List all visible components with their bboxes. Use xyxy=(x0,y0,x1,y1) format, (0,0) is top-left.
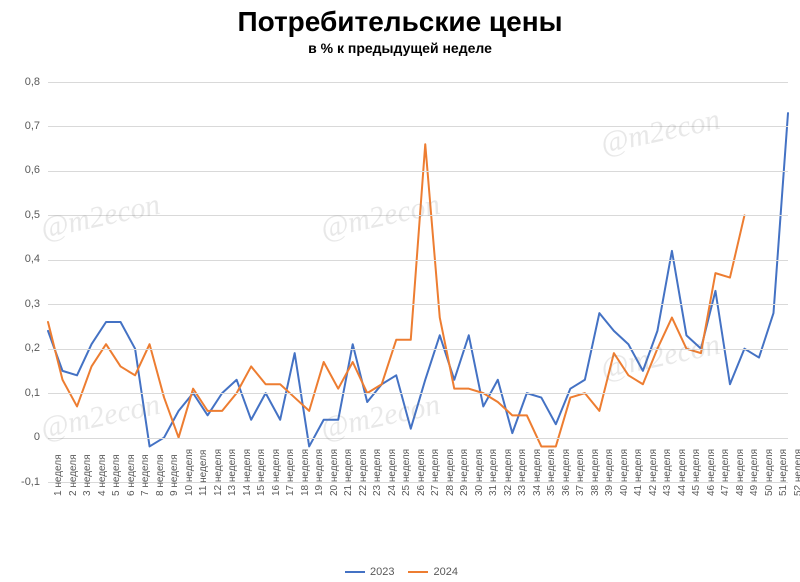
x-tick-label: 2 неделя xyxy=(68,454,79,496)
x-tick-label: 8 неделя xyxy=(155,454,166,496)
x-tick-label: 9 неделя xyxy=(169,454,180,496)
y-tick-label: 0,7 xyxy=(0,120,40,132)
chart-container: Потребительские цены в % к предыдущей не… xyxy=(0,0,800,582)
x-tick-label: 17 неделя xyxy=(285,448,296,495)
x-tick-label: 38 неделя xyxy=(590,448,601,495)
legend-swatch xyxy=(345,571,365,573)
x-tick-label: 41 неделя xyxy=(633,448,644,495)
x-tick-label: 51 неделя xyxy=(778,448,789,495)
x-tick-label: 37 неделя xyxy=(575,448,586,495)
x-tick-label: 34 неделя xyxy=(532,448,543,495)
y-tick-label: 0,8 xyxy=(0,76,40,88)
x-tick-label: 26 неделя xyxy=(416,448,427,495)
y-tick-label: 0,4 xyxy=(0,253,40,265)
x-tick-label: 33 неделя xyxy=(517,448,528,495)
x-tick-label: 52 неделя xyxy=(793,448,800,495)
grid-line xyxy=(48,438,788,439)
grid-line xyxy=(48,349,788,350)
x-tick-label: 27 неделя xyxy=(430,448,441,495)
x-tick-label: 40 неделя xyxy=(619,448,630,495)
legend-label: 2024 xyxy=(433,566,457,578)
x-tick-label: 6 неделя xyxy=(126,454,137,496)
x-tick-label: 29 неделя xyxy=(459,448,470,495)
x-tick-label: 13 неделя xyxy=(227,448,238,495)
grid-line xyxy=(48,393,788,394)
x-tick-label: 32 неделя xyxy=(503,448,514,495)
x-tick-label: 25 неделя xyxy=(401,448,412,495)
y-tick-label: 0,1 xyxy=(0,387,40,399)
x-tick-label: 11 неделя xyxy=(198,449,209,495)
series-line-2024 xyxy=(48,144,744,446)
chart-subtitle: в % к предыдущей неделе xyxy=(0,38,800,56)
x-tick-label: 39 неделя xyxy=(604,448,615,495)
x-tick-label: 15 неделя xyxy=(256,448,267,495)
legend-label: 2023 xyxy=(370,566,394,578)
grid-line xyxy=(48,260,788,261)
x-tick-label: 10 неделя xyxy=(184,448,195,495)
chart-title: Потребительские цены xyxy=(0,0,800,38)
chart-lines-svg xyxy=(48,82,788,482)
y-tick-label: 0 xyxy=(0,431,40,443)
x-tick-label: 19 неделя xyxy=(314,448,325,495)
x-tick-label: 18 неделя xyxy=(300,448,311,495)
x-tick-label: 42 неделя xyxy=(648,448,659,495)
x-tick-label: 4 неделя xyxy=(97,454,108,496)
x-tick-label: 48 неделя xyxy=(735,448,746,495)
series-line-2023 xyxy=(48,113,788,446)
x-tick-label: 21 неделя xyxy=(343,448,354,495)
y-tick-label: 0,6 xyxy=(0,164,40,176)
x-tick-label: 30 неделя xyxy=(474,448,485,495)
x-tick-label: 50 неделя xyxy=(764,448,775,495)
x-tick-label: 36 неделя xyxy=(561,448,572,495)
grid-line xyxy=(48,171,788,172)
y-tick-label: 0,2 xyxy=(0,342,40,354)
x-tick-label: 44 неделя xyxy=(677,448,688,495)
x-tick-label: 7 неделя xyxy=(140,454,151,496)
legend-item: 2024 xyxy=(408,566,457,578)
grid-line xyxy=(48,215,788,216)
x-tick-label: 31 неделя xyxy=(488,448,499,495)
x-tick-label: 45 неделя xyxy=(691,448,702,495)
x-tick-label: 3 неделя xyxy=(82,454,93,496)
grid-line xyxy=(48,304,788,305)
y-tick-label: 0,3 xyxy=(0,298,40,310)
grid-line xyxy=(48,82,788,83)
x-tick-label: 5 неделя xyxy=(111,454,122,496)
x-tick-label: 28 неделя xyxy=(445,448,456,495)
y-tick-label: 0,5 xyxy=(0,209,40,221)
x-tick-label: 24 неделя xyxy=(387,448,398,495)
x-tick-label: 43 неделя xyxy=(662,448,673,495)
x-tick-label: 1 неделя xyxy=(53,454,64,496)
x-tick-label: 20 неделя xyxy=(329,448,340,495)
x-tick-label: 49 неделя xyxy=(749,448,760,495)
legend: 2023 2024 xyxy=(345,566,458,578)
y-tick-label: -0,1 xyxy=(0,476,40,488)
x-tick-label: 16 неделя xyxy=(271,448,282,495)
x-tick-label: 22 неделя xyxy=(358,448,369,495)
x-tick-label: 12 неделя xyxy=(213,448,224,495)
x-tick-label: 35 неделя xyxy=(546,448,557,495)
x-tick-label: 47 неделя xyxy=(720,448,731,495)
x-tick-label: 23 неделя xyxy=(372,448,383,495)
legend-item: 2023 xyxy=(345,566,394,578)
x-tick-label: 14 неделя xyxy=(242,448,253,495)
plot-area: -0,100,10,20,30,40,50,60,70,81 неделя2 н… xyxy=(48,82,788,482)
grid-line xyxy=(48,126,788,127)
legend-swatch xyxy=(408,571,428,573)
x-tick-label: 46 неделя xyxy=(706,448,717,495)
